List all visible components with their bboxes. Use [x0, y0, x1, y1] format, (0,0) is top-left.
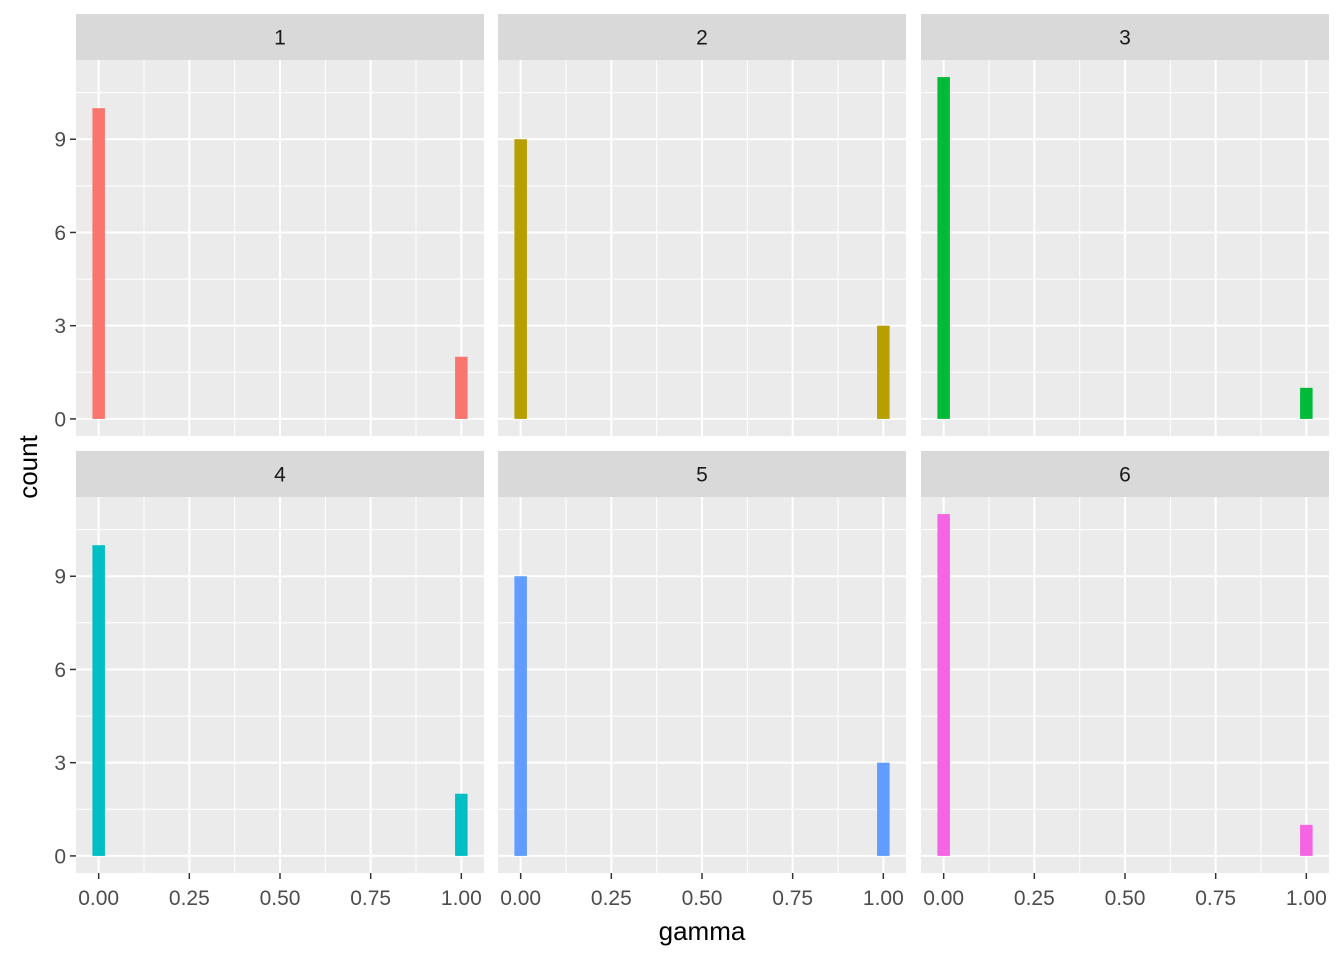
x-tick-label: 0.50	[260, 887, 301, 910]
facet-panels: 1 2 3 4 5 6	[76, 14, 1329, 873]
facet-strip-label: 1	[274, 27, 286, 50]
x-axes: 0.00 0.25 0.50 0.75 1.00 0.00 0.25 0.50 0.75 1.00…	[78, 873, 1327, 910]
facet-strip	[921, 14, 1329, 60]
histogram-bar	[514, 576, 527, 856]
x-tick-label: 0.25	[169, 887, 210, 910]
x-tick-label: 1.00	[441, 887, 482, 910]
facet-panel: 1	[76, 14, 484, 436]
histogram-bar	[877, 762, 890, 856]
histogram-bar	[937, 77, 950, 419]
y-tick-label: 9	[54, 129, 66, 152]
facet-strip	[498, 451, 906, 497]
x-tick-label: 0.75	[1195, 887, 1236, 910]
y-axis-title: count	[13, 434, 43, 498]
x-tick-label: 0.25	[1014, 887, 1055, 910]
y-tick-label: 0	[54, 408, 66, 431]
x-tick-label: 0.75	[772, 887, 813, 910]
x-tick-label: 1.00	[863, 887, 904, 910]
x-tick-label: 0.75	[350, 887, 391, 910]
facet-strip-label: 5	[696, 464, 708, 487]
histogram-bar	[877, 325, 890, 419]
histogram-bar	[937, 514, 950, 856]
histogram-bar	[1300, 824, 1313, 856]
x-tick-label: 1.00	[1286, 887, 1327, 910]
x-tick-label: 0.00	[500, 887, 541, 910]
facet-strip-label: 2	[696, 27, 708, 50]
y-tick-label: 6	[54, 659, 66, 682]
x-tick-label: 0.50	[682, 887, 723, 910]
histogram-bar	[455, 793, 468, 856]
histogram-bar	[455, 356, 468, 419]
y-tick-label: 3	[54, 752, 66, 775]
histogram-bar	[514, 139, 527, 419]
facet-panel: 6	[921, 451, 1329, 873]
histogram-bar	[1300, 387, 1313, 419]
x-tick-label: 0.50	[1105, 887, 1146, 910]
facet-strip-label: 3	[1119, 27, 1131, 50]
x-tick-label: 0.00	[78, 887, 119, 910]
facet-strip	[76, 14, 484, 60]
facet-panel: 2	[498, 14, 906, 436]
x-tick-label: 0.00	[923, 887, 964, 910]
facet-panel: 4	[76, 451, 484, 873]
histogram-bar	[92, 545, 105, 856]
facet-strip	[76, 451, 484, 497]
facet-strip-label: 4	[274, 464, 286, 487]
y-tick-label: 9	[54, 566, 66, 589]
facet-strip-label: 6	[1119, 464, 1131, 487]
facet-panel: 3	[921, 14, 1329, 436]
y-axes: 0 3 6 9 0 3 6 9	[54, 129, 76, 868]
y-tick-label: 3	[54, 315, 66, 338]
x-axis-title: gamma	[659, 916, 746, 946]
y-tick-label: 0	[54, 845, 66, 868]
x-tick-label: 0.25	[591, 887, 632, 910]
facet-strip	[921, 451, 1329, 497]
facet-strip	[498, 14, 906, 60]
y-tick-label: 6	[54, 222, 66, 245]
histogram-bar	[92, 108, 105, 419]
facet-panel: 5	[498, 451, 906, 873]
